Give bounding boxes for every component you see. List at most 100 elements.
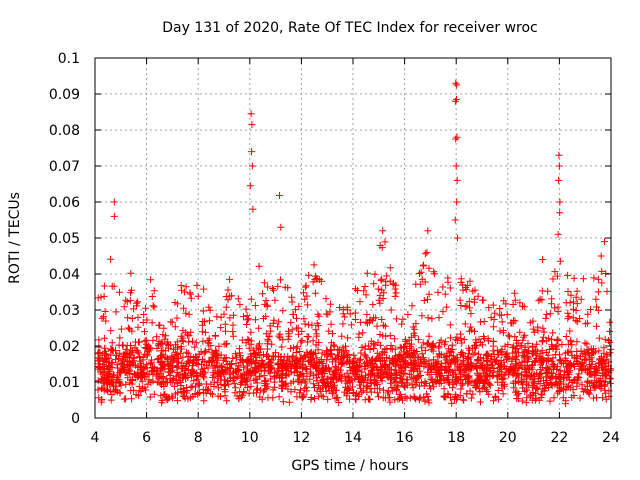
data-point <box>420 362 428 370</box>
data-point <box>251 316 259 324</box>
data-point <box>416 270 423 277</box>
data-point <box>559 394 567 402</box>
data-point <box>363 311 371 318</box>
data-point <box>237 393 245 401</box>
data-point <box>529 325 537 333</box>
data-point <box>284 363 292 371</box>
data-point <box>419 262 427 270</box>
data-point <box>404 311 412 318</box>
data-point <box>581 366 589 374</box>
data-point <box>325 383 332 391</box>
data-point <box>170 356 178 364</box>
data-point <box>454 234 461 242</box>
data-point <box>214 352 222 360</box>
data-point <box>217 351 225 359</box>
data-point <box>254 342 262 350</box>
data-point <box>456 392 464 400</box>
data-point <box>182 309 190 317</box>
data-point <box>98 376 106 384</box>
data-point <box>569 314 577 322</box>
data-point <box>573 318 581 326</box>
data-point <box>190 357 198 364</box>
data-point <box>222 357 230 365</box>
data-point <box>556 257 564 265</box>
data-point <box>459 396 467 404</box>
data-point <box>581 356 589 364</box>
data-point <box>127 347 135 355</box>
data-point <box>306 375 314 383</box>
data-point <box>287 379 295 387</box>
data-point <box>244 315 252 323</box>
data-point <box>509 319 517 327</box>
data-point <box>485 304 493 312</box>
data-point <box>394 381 402 389</box>
data-point <box>187 294 195 302</box>
data-point <box>544 287 552 295</box>
data-point <box>240 363 248 371</box>
data-point <box>593 303 600 311</box>
data-point <box>176 349 184 357</box>
data-point <box>325 350 333 358</box>
data-point <box>379 295 387 302</box>
y-tick-label: 0.01 <box>49 375 80 391</box>
data-point <box>491 309 499 317</box>
data-point <box>247 372 255 380</box>
data-point <box>330 342 338 350</box>
x-tick-label: 24 <box>602 430 620 446</box>
data-point <box>222 340 230 348</box>
data-point <box>143 352 151 360</box>
data-point <box>408 302 416 310</box>
y-tick-label: 0.03 <box>49 303 80 319</box>
data-point <box>307 394 315 401</box>
data-point <box>196 389 204 396</box>
data-point <box>550 394 558 402</box>
data-point <box>94 294 102 302</box>
data-point <box>476 378 484 386</box>
data-point <box>399 315 407 323</box>
data-point <box>415 394 423 402</box>
data-point <box>581 386 589 394</box>
data-point <box>520 303 528 311</box>
data-point <box>104 377 112 385</box>
data-point <box>278 343 286 351</box>
data-point <box>189 358 197 366</box>
data-point <box>314 310 322 318</box>
data-point <box>270 286 277 294</box>
data-point <box>188 372 196 380</box>
data-point <box>124 374 132 382</box>
data-point <box>158 347 165 355</box>
data-point <box>200 389 208 397</box>
data-point <box>223 397 231 405</box>
data-point <box>101 334 109 342</box>
data-point <box>606 349 614 357</box>
data-point <box>389 359 397 366</box>
data-point <box>431 270 439 278</box>
data-point <box>601 335 609 343</box>
data-point <box>597 252 605 260</box>
data-point <box>182 363 190 371</box>
data-point <box>237 374 245 382</box>
data-point <box>252 386 260 394</box>
data-point <box>549 354 557 362</box>
data-point <box>171 323 179 331</box>
data-point <box>256 352 264 360</box>
data-point <box>102 358 110 366</box>
data-point <box>569 386 577 394</box>
data-point <box>529 389 537 396</box>
data-point <box>467 394 475 402</box>
data-point <box>255 262 263 270</box>
data-point <box>560 374 567 382</box>
data-point <box>116 334 124 342</box>
data-point <box>194 292 202 300</box>
data-point <box>498 318 506 326</box>
data-point <box>423 248 431 256</box>
data-point <box>560 386 567 394</box>
data-point <box>174 371 182 379</box>
data-point <box>94 386 102 394</box>
data-point <box>417 268 425 276</box>
data-point <box>584 310 592 318</box>
data-point <box>138 377 146 385</box>
data-point <box>473 342 480 350</box>
data-point <box>549 329 557 337</box>
data-point <box>234 365 241 373</box>
